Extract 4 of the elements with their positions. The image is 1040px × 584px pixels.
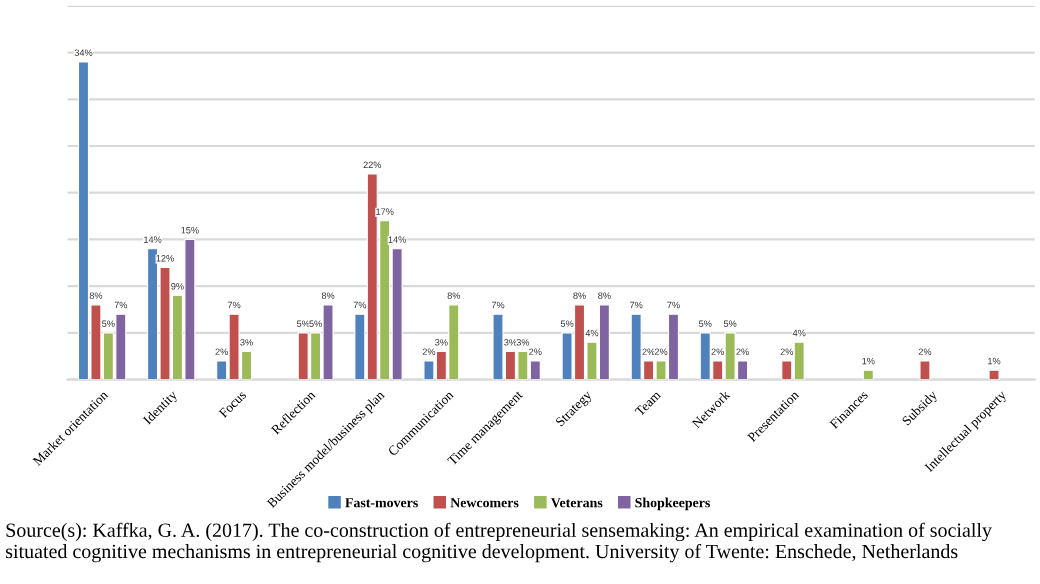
source-note: Source(s): Kaffka, G. A. (2017). The co-construction of entrepreneurial sensemaking: An empirical examination of socially situated cognitive mechanisms in entrepreneurial cognitive development. University of Twente: Enschede, Netherlands [6, 522, 992, 563]
bar [919, 360, 931, 380]
bar [988, 369, 1000, 380]
bar [862, 369, 874, 380]
